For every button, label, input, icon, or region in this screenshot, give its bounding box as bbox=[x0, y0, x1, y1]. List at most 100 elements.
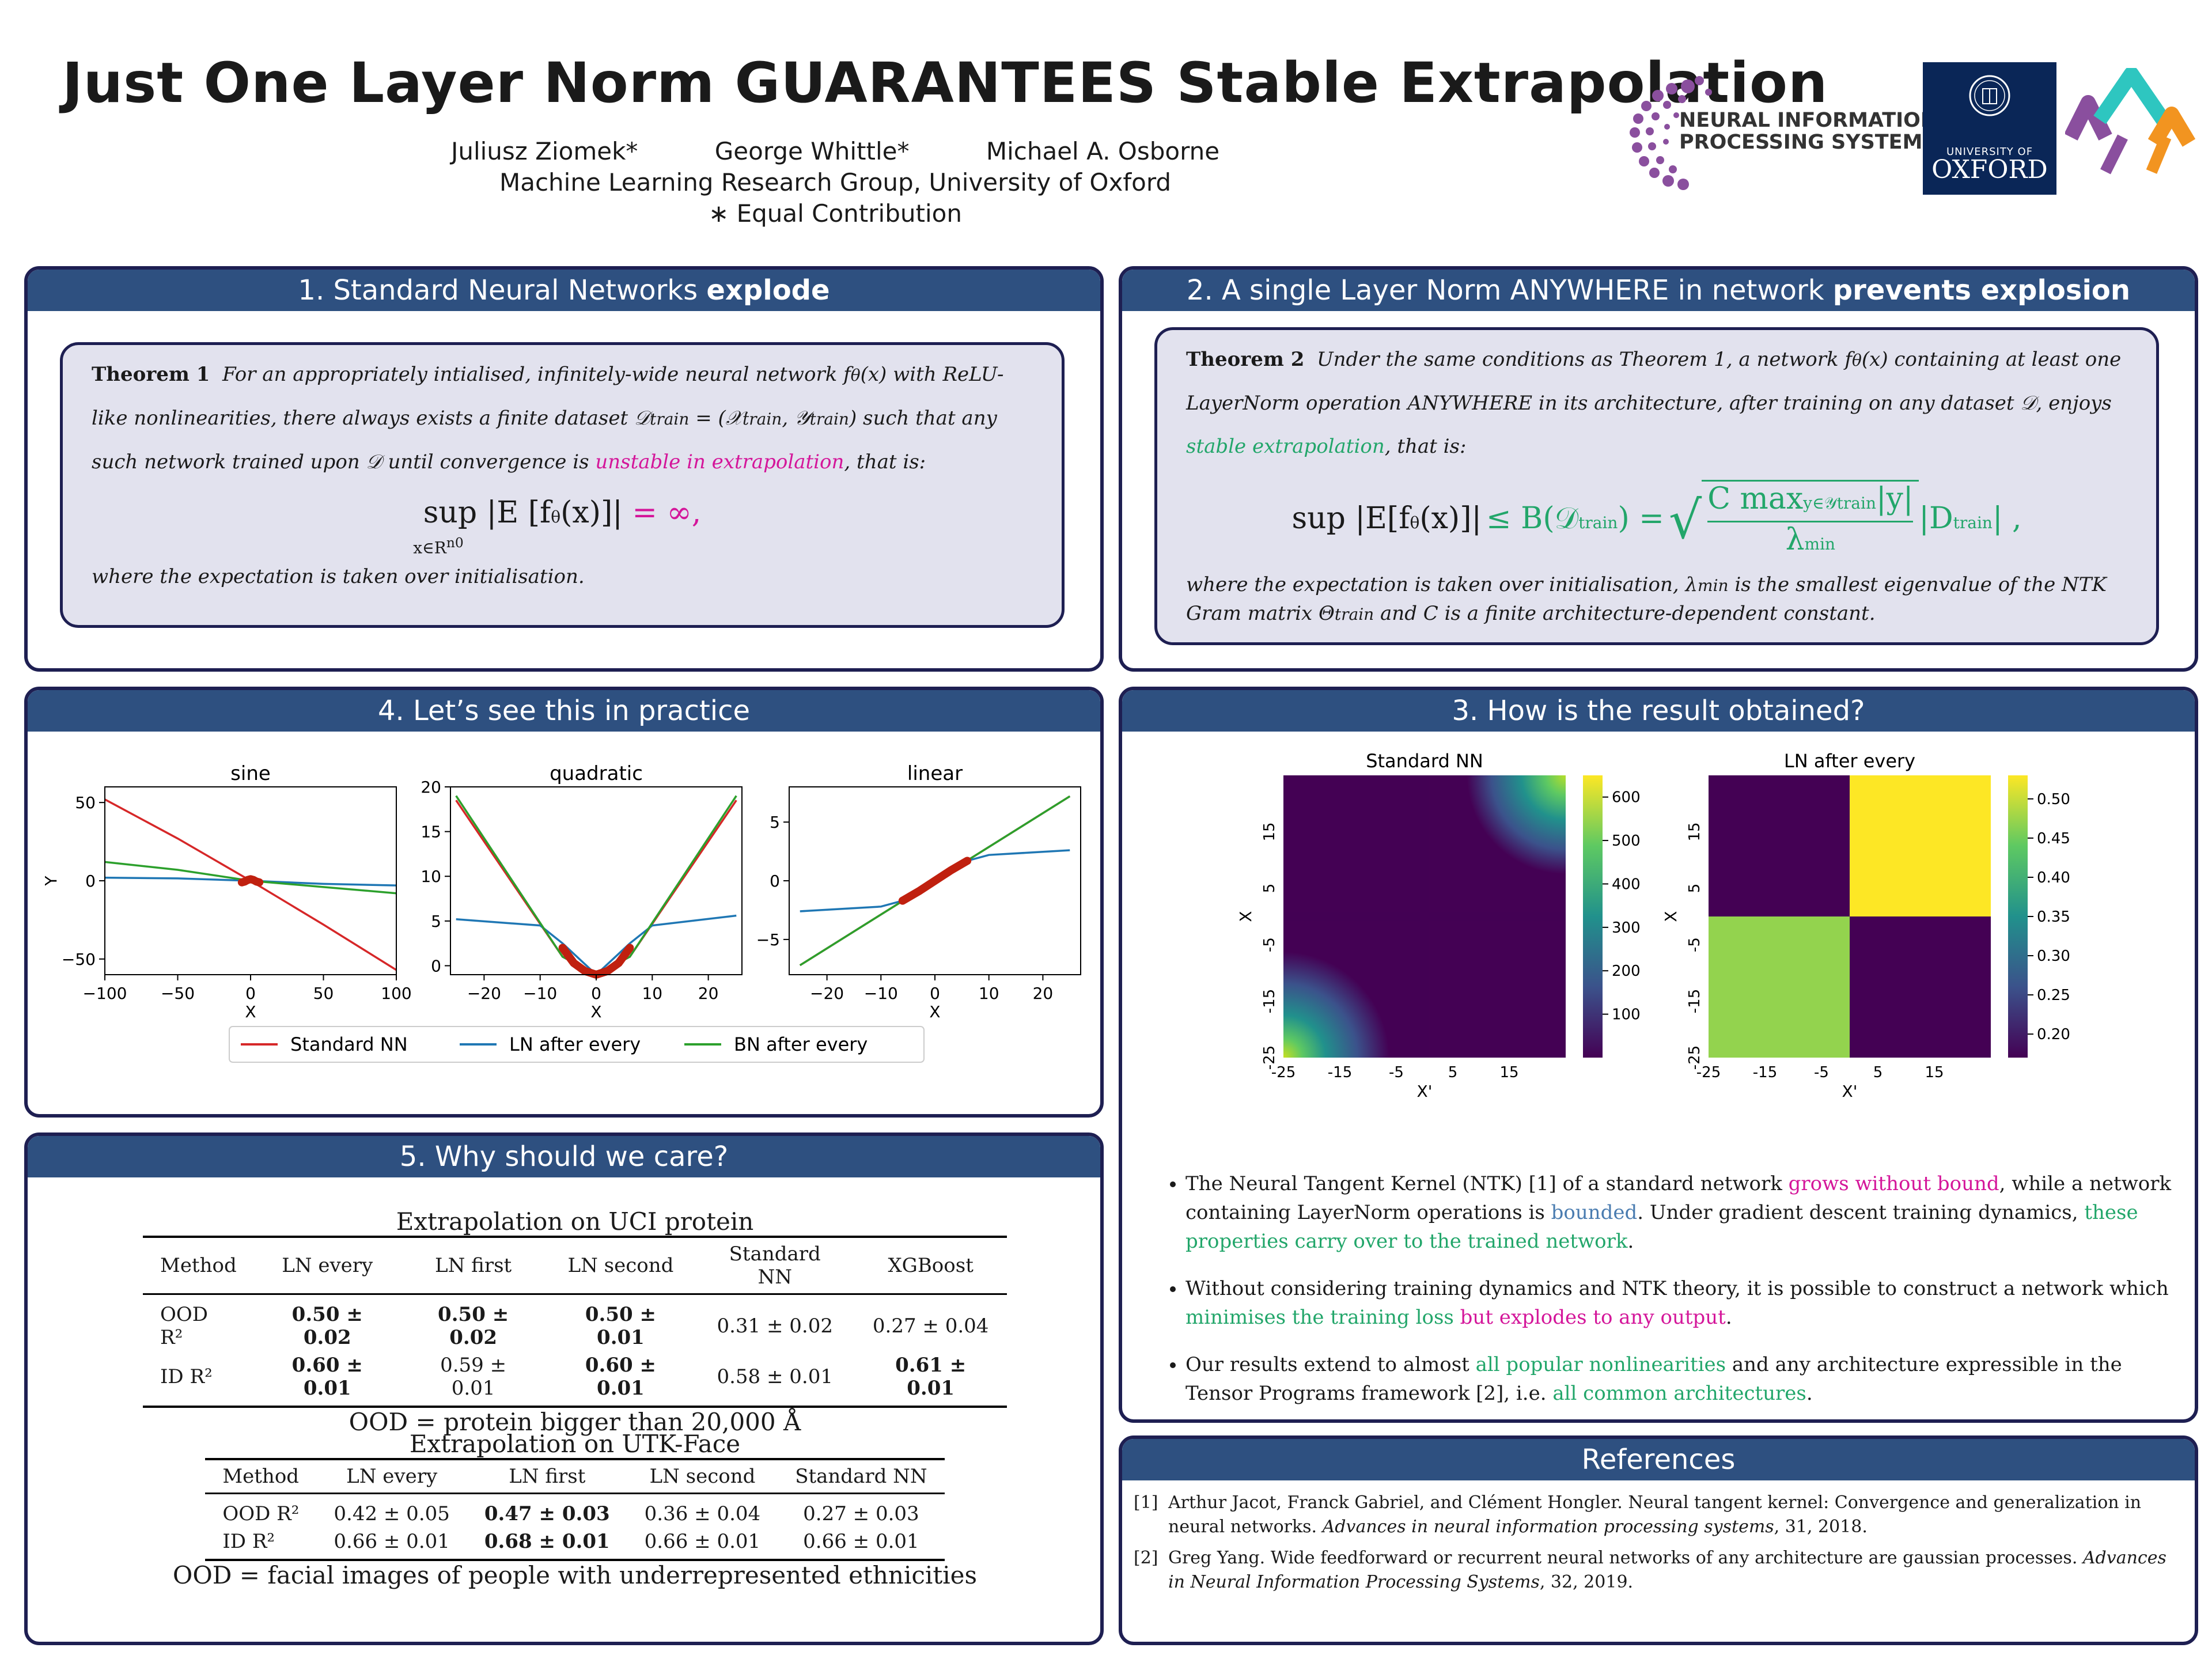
reference-1-text: Arthur Jacot, Franck Gabriel, and Clémen… bbox=[1168, 1493, 2142, 1537]
finding-3: Our results extend to almost all popular… bbox=[1185, 1350, 2188, 1408]
reference-1-venue: Advances in neural information processin… bbox=[1322, 1517, 1774, 1537]
heatmap-quadrant-bottom-right bbox=[1850, 916, 1991, 1058]
finding-3-text-3: . bbox=[1806, 1382, 1813, 1405]
neurips-line-1: NEURAL INFORMATION bbox=[1679, 109, 1938, 132]
colorbar-tick-label: 400 bbox=[1612, 876, 1641, 893]
formula-2-lhs-2: (x)]| bbox=[1419, 501, 1482, 536]
formula-2-numerator-2: |y| bbox=[1876, 482, 1914, 516]
table-header-cell: Method bbox=[205, 1458, 317, 1494]
y-axis-label: X bbox=[1236, 911, 1255, 922]
table-header-cell: LN every bbox=[253, 1236, 401, 1295]
findings-list: The Neural Tangent Kernel (NTK) [1] of a… bbox=[1157, 1169, 2188, 1419]
x-axis-label: X' bbox=[1842, 1082, 1858, 1101]
theorem-2-formula: sup |E[fθ(x)]| ≤ B(𝒟train) = √ C maxy∈𝒴t… bbox=[1186, 480, 2127, 562]
x-tick-label: -25 bbox=[1696, 1064, 1721, 1081]
y-axis-label: X bbox=[1661, 911, 1680, 922]
colorbar-tick-label: 0.35 bbox=[2037, 908, 2070, 926]
x-tick-label: −20 bbox=[810, 984, 844, 1003]
reference-2: [2] Greg Yang. Wide feedforward or recur… bbox=[1134, 1546, 2183, 1594]
x-axis-label: X bbox=[929, 1002, 940, 1021]
x-tick-label: 20 bbox=[1033, 984, 1054, 1003]
neurips-line-2: PROCESSING SYSTEMS bbox=[1679, 131, 1937, 154]
table-cell: 0.31 ± 0.02 bbox=[717, 1315, 833, 1338]
theorem-2-text: Under the same conditions as Theorem 1, … bbox=[1316, 348, 1853, 371]
x-tick-label: 0 bbox=[930, 984, 940, 1003]
table-cell: OOD R² bbox=[222, 1502, 300, 1525]
series-line bbox=[456, 914, 737, 976]
series-line bbox=[455, 800, 737, 976]
heatmap-charts: Standard NN-25-25-15-15-5-5551515X'X1002… bbox=[1236, 750, 2070, 1101]
line-chart-sine: sine −100 −50 0 50 100 50 0 −50 X Y bbox=[41, 762, 412, 1021]
reference-2-number: [2] bbox=[1134, 1548, 1158, 1568]
table-header-cell: LN every bbox=[316, 1458, 467, 1494]
y-tick-label: −50 bbox=[62, 950, 96, 969]
plot-frame bbox=[450, 786, 743, 975]
theorem-2-text-3: , that is: bbox=[1384, 435, 1467, 458]
y-tick-label: 5 bbox=[770, 813, 780, 832]
author-2: George Whittle* bbox=[714, 137, 910, 165]
theorem-2-box: Theorem 2 Under the same conditions as T… bbox=[1154, 327, 2159, 645]
table-header-cell: LN second bbox=[546, 1236, 696, 1295]
table-row: ID R² 0.60 ± 0.01 0.59 ± 0.01 0.60 ± 0.01 0.… bbox=[143, 1351, 1007, 1408]
x-tick-label: −20 bbox=[467, 984, 501, 1003]
table-header-cell: LN second bbox=[627, 1458, 778, 1494]
table-2-note: OOD = facial images of people with under… bbox=[172, 1561, 978, 1589]
author-block: Juliusz Ziomek* George Whittle* Michael … bbox=[0, 136, 1671, 229]
colorbar-tick-label: 500 bbox=[1612, 832, 1641, 850]
table-row: OOD R² 0.50 ± 0.02 0.50 ± 0.02 0.50 ± 0.01 0… bbox=[143, 1294, 1007, 1352]
author-3: Michael A. Osborne bbox=[986, 137, 1220, 165]
y-tick-label: -25 bbox=[1261, 1046, 1278, 1070]
finding-3-highlight-1: all popular nonlinearities bbox=[1475, 1353, 1726, 1376]
y-tick-label: -5 bbox=[1261, 937, 1278, 952]
chart-title: sine bbox=[230, 762, 271, 785]
finding-1-highlight-3: these properties carry over to the train… bbox=[1185, 1201, 2138, 1253]
line-chart-linear: linear −20 −10 0 10 20 5 0 −5 X bbox=[756, 762, 1081, 1021]
author-list: Juliusz Ziomek* George Whittle* Michael … bbox=[0, 136, 1671, 167]
y-tick-label: -5 bbox=[1686, 937, 1703, 952]
y-tick-label: 15 bbox=[421, 823, 441, 842]
y-tick-label: 50 bbox=[75, 793, 96, 812]
formula-2-denominator: λ bbox=[1785, 522, 1805, 557]
formula-2-numerator: C max bbox=[1707, 482, 1804, 516]
x-tick-label: −50 bbox=[161, 984, 195, 1003]
reference-1-number: [1] bbox=[1134, 1493, 1158, 1513]
table-cell: OOD R² bbox=[160, 1303, 209, 1349]
y-tick-label: -25 bbox=[1686, 1046, 1703, 1070]
panel-3-header: 3. How is the result obtained? bbox=[1122, 690, 2195, 732]
finding-1-text-3: . Under gradient descent training dynami… bbox=[1637, 1201, 2085, 1224]
table-cell: 0.68 ± 0.01 bbox=[467, 1528, 627, 1561]
heatmap-bottom-left-region bbox=[1283, 916, 1425, 1058]
panel-1-header-bold: explode bbox=[706, 274, 830, 306]
colorbar-tick-label: 0.45 bbox=[2037, 830, 2070, 847]
x-tick-label: 0 bbox=[245, 984, 256, 1003]
theorem-1-text-5: ) such that any such network trained upo… bbox=[92, 407, 997, 474]
theorem-2-after-3: and C is a finite architecture-dependent… bbox=[1374, 602, 1876, 625]
panel-layer-norm-prevents: 2. A single Layer Norm ANYWHERE in netwo… bbox=[1119, 266, 2198, 672]
table-1-block: Extrapolation on UCI protein Method LN ev… bbox=[143, 1207, 1007, 1436]
table-cell: 0.58 ± 0.01 bbox=[695, 1351, 855, 1408]
table-cell: 0.27 ± 0.04 bbox=[872, 1315, 989, 1338]
formula-2-lhs: sup |E[f bbox=[1291, 501, 1410, 536]
heatmap-quadrant-top-right bbox=[1850, 775, 1991, 916]
table-header-cell: XGBoost bbox=[854, 1236, 1007, 1295]
table-cell: 0.47 ± 0.03 bbox=[484, 1502, 610, 1525]
affiliation: Machine Learning Research Group, Univers… bbox=[499, 168, 1172, 196]
heatmap-zero-row bbox=[1283, 912, 1566, 921]
reference-1: [1] Arthur Jacot, Franck Gabriel, and Cl… bbox=[1134, 1491, 2183, 1539]
oxford-university-of: UNIVERSITY OF bbox=[1946, 146, 2033, 158]
y-tick-label: 5 bbox=[1686, 884, 1703, 893]
panel-2-header-bold: prevents explosion bbox=[1832, 274, 2131, 306]
finding-3-highlight-2: all common architectures bbox=[1552, 1382, 1806, 1405]
panel-2-header-text: 2. A single Layer Norm ANYWHERE in netwo… bbox=[1186, 274, 1833, 306]
heatmap-top-right-region bbox=[1425, 775, 1566, 916]
colorbar-tick-label: 0.20 bbox=[2037, 1026, 2070, 1043]
x-axis-label: X bbox=[245, 1002, 256, 1021]
colorbar-tick-label: 200 bbox=[1612, 963, 1641, 980]
reference-1-tail: , 31, 2018. bbox=[1774, 1517, 1868, 1537]
table-header-cell: LN first bbox=[467, 1458, 627, 1494]
theorem-1-text-3: = (𝒳 bbox=[689, 407, 743, 430]
table-header-cell: Standard NN bbox=[778, 1458, 945, 1494]
y-tick-label: -15 bbox=[1261, 989, 1278, 1013]
formula-2-tail: |D bbox=[1919, 501, 1953, 536]
